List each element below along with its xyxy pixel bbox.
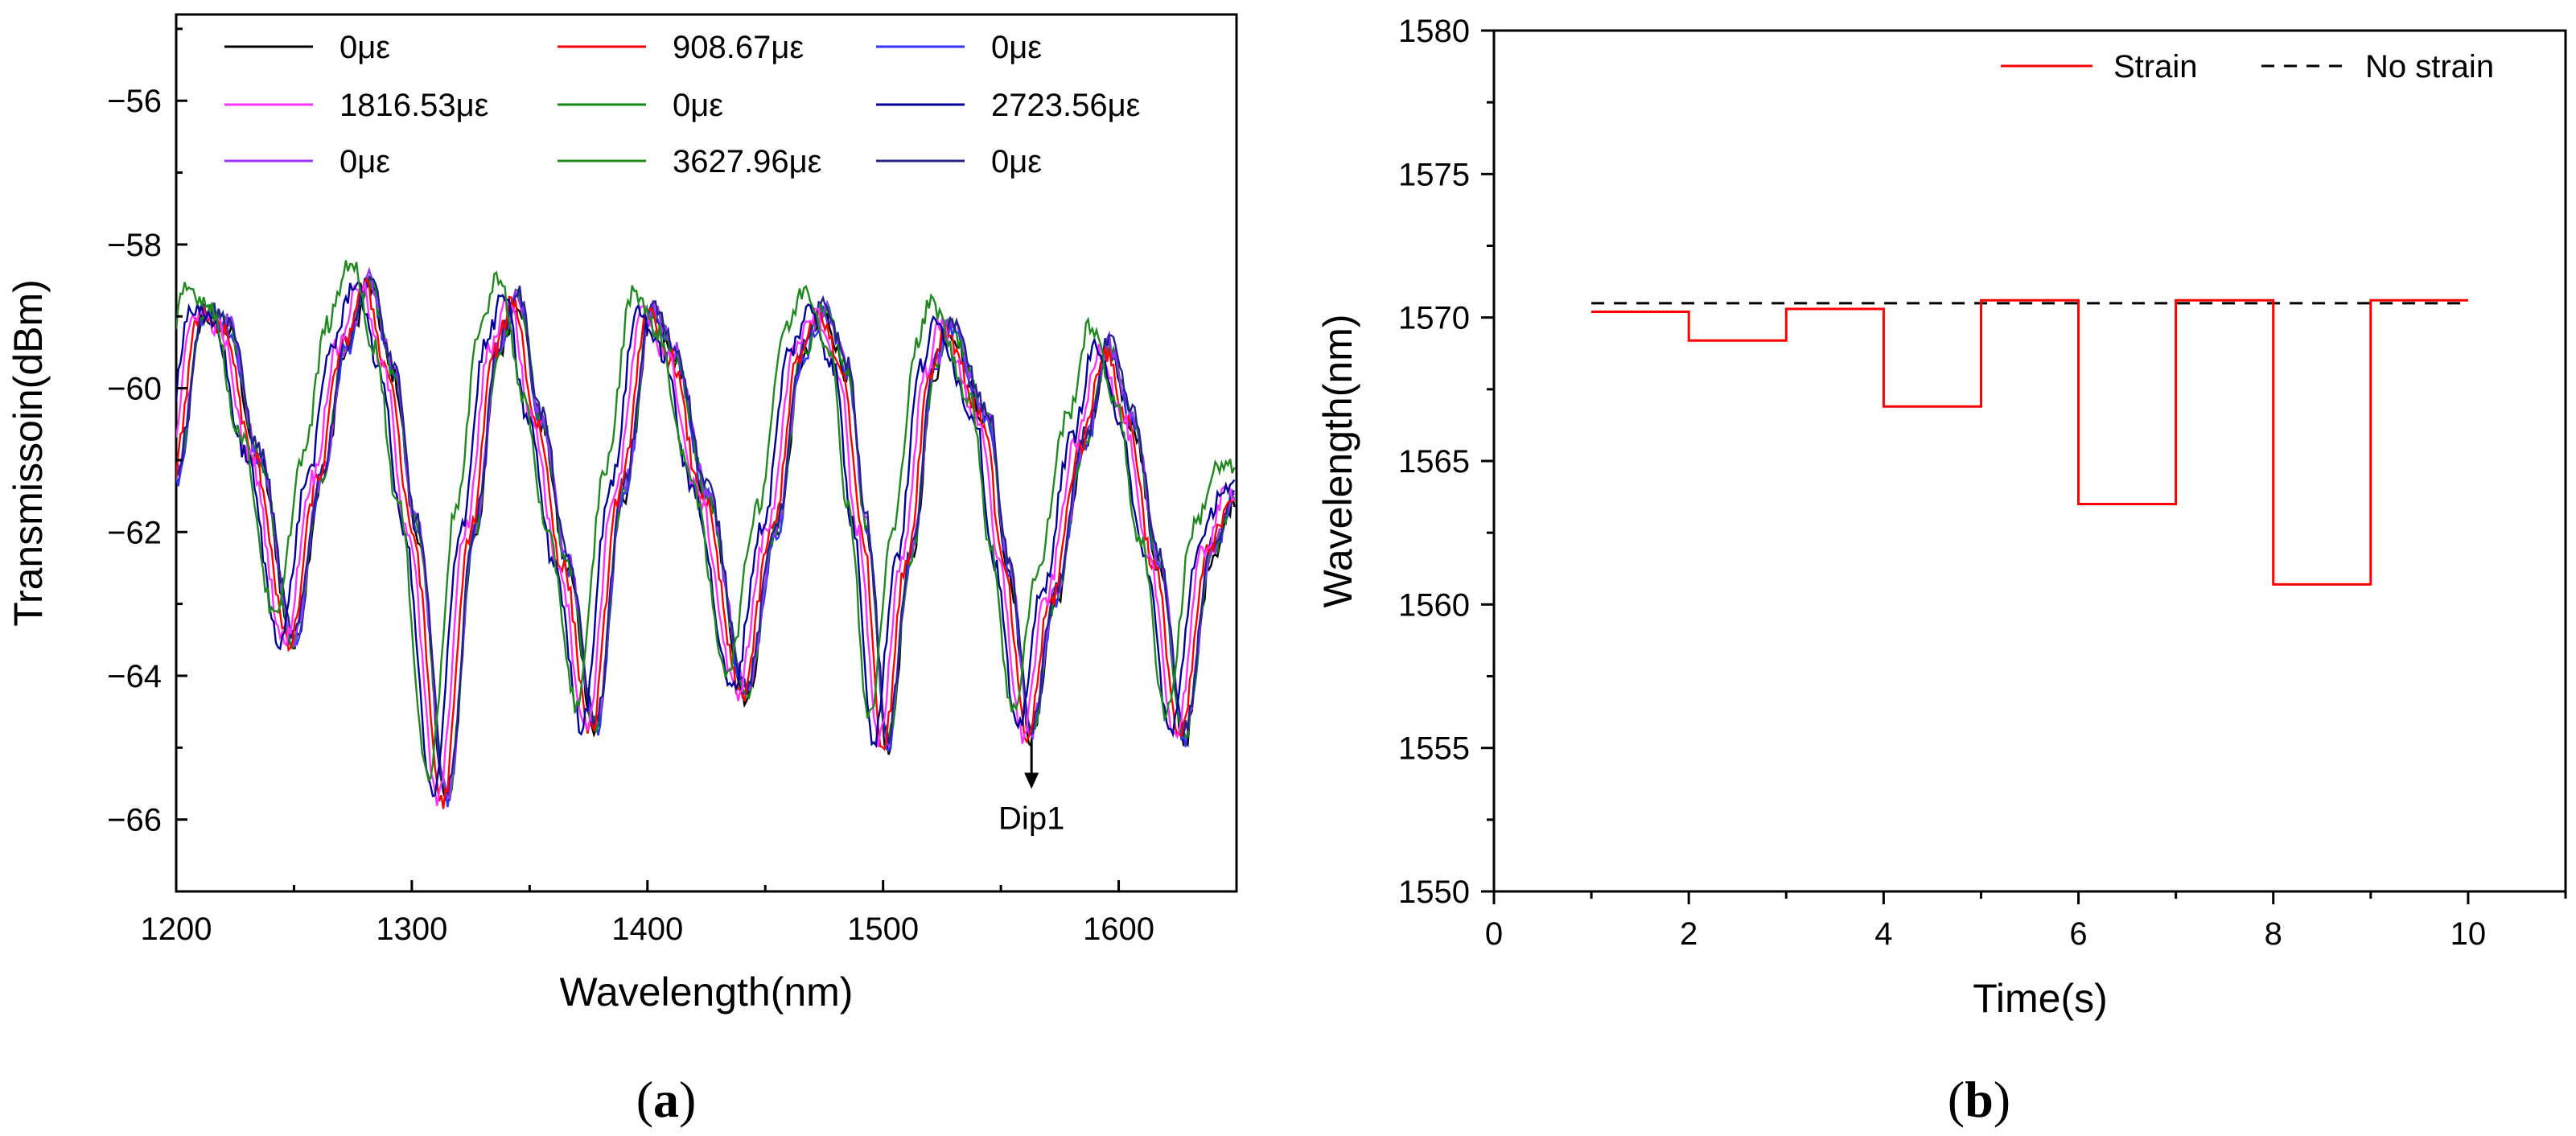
legend-label-4: 0με — [673, 88, 723, 123]
panel-a-ylabel: Transmissoin(dBm) — [6, 279, 51, 627]
panel-b-xlabel: Time(s) — [1973, 976, 2108, 1021]
legend-label-strain: Strain — [2113, 49, 2198, 84]
panel-b-ytick-label: 1555 — [1398, 731, 1470, 767]
panel-a-letter: a — [653, 1071, 679, 1128]
panel-a-xtick-label: 1500 — [847, 912, 919, 947]
strain-step-line — [1591, 298, 2468, 586]
legend-label-7: 3627.96με — [673, 144, 822, 179]
panel-a-ytick-label: −62 — [107, 515, 162, 550]
panel-b-ytick-label: 1550 — [1398, 875, 1470, 910]
panel-a-ytick-label: −58 — [107, 228, 162, 263]
panel-b-letter: b — [1965, 1071, 1994, 1128]
panel-b-ytick-label: 1560 — [1398, 587, 1470, 623]
legend-label-no-strain: No strain — [2365, 49, 2494, 84]
panel-b-plot: 0 2 4 6 8 10 1550 1555 1560 1565 1570 1575 1580 Stra… — [1315, 14, 2567, 1128]
panel-b-ytick-label: 1565 — [1398, 444, 1470, 480]
panel-a-ticks: 1200 1300 1400 1500 1600 −66 −64 −62 −60 −58 −56 — [107, 27, 1154, 947]
panel-a-label: (a) — [636, 1071, 697, 1128]
panel-b-label: (b) — [1948, 1071, 2010, 1128]
svg-text:(b): (b) — [1948, 1071, 2010, 1128]
panel-b-legend: Strain No strain — [2001, 49, 2494, 84]
panel-b-ytick-label: 1570 — [1398, 301, 1470, 336]
panel-a-xtick-label: 1600 — [1083, 912, 1154, 947]
legend-label-6: 0με — [339, 144, 390, 179]
panel-b-xtick-label: 0 — [1485, 916, 1503, 952]
panel-a-ytick-label: −60 — [107, 372, 162, 407]
panel-b-xtick-label: 10 — [2450, 916, 2487, 952]
legend-label-3: 1816.53με — [339, 88, 489, 123]
legend-label-2: 0με — [991, 30, 1042, 65]
spectrum-line-7 — [176, 260, 1236, 783]
panel-a-xtick-label: 1200 — [141, 912, 212, 947]
panel-b-xtick-label: 2 — [1680, 916, 1697, 952]
legend-label-0: 0με — [339, 30, 390, 65]
panel-b-xtick-label: 6 — [2069, 916, 2087, 952]
dip1-label: Dip1 — [998, 801, 1064, 837]
panel-b-ytick-label: 1575 — [1398, 157, 1470, 192]
panel-b-ticks: 0 2 4 6 8 10 1550 1555 1560 1565 1570 1575 1580 — [1398, 14, 2567, 952]
panel-a-xlabel: Wavelength(nm) — [560, 969, 854, 1015]
panel-a-ytick-label: −56 — [107, 84, 162, 119]
panel-b-ytick-label: 1580 — [1398, 14, 1470, 49]
panel-b-frame — [1492, 29, 2567, 893]
panel-a-plot: 1200 1300 1400 1500 1600 −66 −64 −62 −60 −58 −56 0… — [6, 13, 1238, 1128]
panel-a-frame — [175, 13, 1238, 893]
panel-a-xtick-label: 1300 — [376, 912, 447, 947]
panel-a-ytick-label: −66 — [107, 803, 162, 838]
panel-b-series-group — [1591, 298, 2468, 586]
panel-a-ytick-label: −64 — [107, 659, 162, 694]
legend-label-1: 908.67με — [673, 30, 804, 65]
dip1-arrow-head-icon — [1024, 772, 1039, 789]
panel-b-xtick-label: 8 — [2265, 916, 2282, 952]
panel-a-xtick-label: 1400 — [611, 912, 683, 947]
svg-text:(a): (a) — [636, 1071, 697, 1128]
legend-label-8: 0με — [991, 144, 1042, 179]
panel-b-ylabel: Wavelength(nm) — [1315, 315, 1360, 608]
legend-label-5: 2723.56με — [991, 88, 1141, 123]
spectrum-line-3 — [176, 282, 1236, 806]
panel-a-legend: 0με 908.67με 0με 1816.53με 0με 2723.56με 0με 36… — [224, 30, 1141, 179]
panel-a-series-group — [176, 260, 1236, 809]
panel-a-annotation: Dip1 — [998, 740, 1064, 837]
panel-b-xtick-label: 4 — [1874, 916, 1892, 952]
